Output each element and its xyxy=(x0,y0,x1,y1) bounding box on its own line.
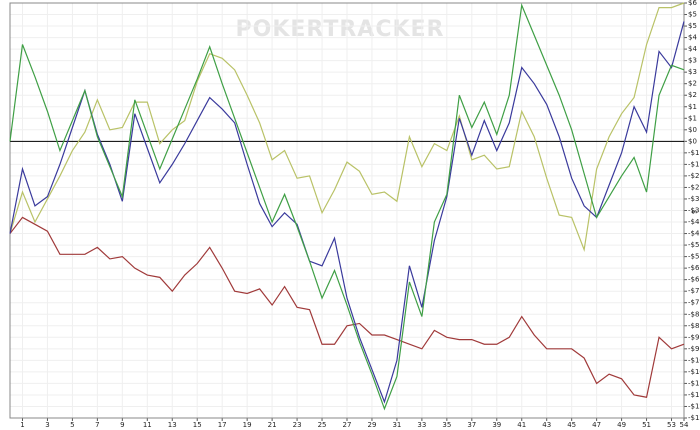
y-tick-label: -$1 xyxy=(688,160,699,168)
y-axis-label: $ xyxy=(690,210,698,214)
x-tick-label: 27 xyxy=(343,421,352,429)
x-tick-label: 37 xyxy=(467,421,476,429)
y-tick-label: -$6 xyxy=(688,264,700,272)
y-tick-label: -$5 xyxy=(688,241,699,249)
x-tick-label: 47 xyxy=(592,421,601,429)
x-tick-label: 33 xyxy=(417,421,426,429)
y-tick-label: $3 xyxy=(688,68,697,76)
y-tick-label: $2 xyxy=(688,80,697,88)
x-tick-label: 5 xyxy=(70,421,74,429)
y-tick-label: $0 xyxy=(688,137,697,145)
y-tick-label: $2 xyxy=(688,91,697,99)
y-tick-label: -$12 xyxy=(688,414,700,422)
y-tick-label: -$10 xyxy=(688,368,700,376)
y-tick-label: $5 xyxy=(688,22,697,30)
x-tick-label: 29 xyxy=(368,421,377,429)
y-tick-label: -$7 xyxy=(688,287,699,295)
y-tick-label: -$8 xyxy=(688,310,699,318)
x-tick-label: 31 xyxy=(392,421,401,429)
plot-frame xyxy=(9,2,685,419)
series-line xyxy=(9,2,685,253)
y-tick-label: -$9 xyxy=(688,345,699,353)
x-tick-label: 23 xyxy=(293,421,302,429)
y-tick-label: $0 xyxy=(688,126,697,134)
x-tick-label: 54 xyxy=(680,421,689,429)
series-line xyxy=(9,3,685,411)
y-tick-label: $4 xyxy=(688,34,697,42)
x-tick-label: 17 xyxy=(218,421,227,429)
x-tick-label: 53 xyxy=(667,421,676,429)
x-tick-label: 21 xyxy=(268,421,277,429)
y-tick-label: -$3 xyxy=(688,195,699,203)
x-tick-label: 45 xyxy=(567,421,576,429)
y-tick-label: -$4 xyxy=(688,218,700,226)
x-tick-label: 1 xyxy=(20,421,24,429)
x-tick-label: 39 xyxy=(492,421,501,429)
y-tick-label: $4 xyxy=(688,45,697,53)
y-tick-label: -$3 xyxy=(688,207,699,215)
y-tick-label: -$7 xyxy=(688,299,699,307)
y-tick-label: -$6 xyxy=(688,276,700,284)
x-tick-label: 11 xyxy=(143,421,152,429)
watermark: POKERTRACKER xyxy=(236,17,445,42)
y-tick-label: $3 xyxy=(688,57,697,65)
y-tick-label: -$9 xyxy=(688,333,699,341)
x-tick-label: 15 xyxy=(193,421,202,429)
y-tick-label: $1 xyxy=(688,103,697,111)
x-tick-label: 7 xyxy=(95,421,99,429)
x-tick-label: 9 xyxy=(120,421,124,429)
y-tick-label: -$2 xyxy=(688,183,699,191)
x-tick-label: 25 xyxy=(318,421,327,429)
y-tick-label: -$10 xyxy=(688,356,700,364)
y-tick-label: $1 xyxy=(688,114,697,122)
x-tick-label: 13 xyxy=(168,421,177,429)
y-tick-label: -$2 xyxy=(688,172,699,180)
x-tick-label: 35 xyxy=(442,421,451,429)
x-tick-label: 51 xyxy=(642,421,651,429)
x-tick-label: 49 xyxy=(617,421,626,429)
y-tick-label: $5 xyxy=(688,11,697,19)
x-tick-label: 19 xyxy=(243,421,252,429)
y-tick-label: -$11 xyxy=(688,391,700,399)
x-tick-label: 41 xyxy=(517,421,526,429)
y-tick-label: -$11 xyxy=(688,379,700,387)
series-line xyxy=(9,21,685,404)
y-tick-label: -$5 xyxy=(688,253,699,261)
y-tick-label: -$12 xyxy=(688,402,700,410)
x-tick-label: 43 xyxy=(542,421,551,429)
y-tick-label: $6 xyxy=(688,0,697,7)
y-tick-label: -$8 xyxy=(688,322,699,330)
y-tick-label: -$1 xyxy=(688,149,699,157)
x-tick-label: 3 xyxy=(45,421,49,429)
y-tick-label: -$4 xyxy=(688,230,700,238)
series-line xyxy=(9,216,685,398)
